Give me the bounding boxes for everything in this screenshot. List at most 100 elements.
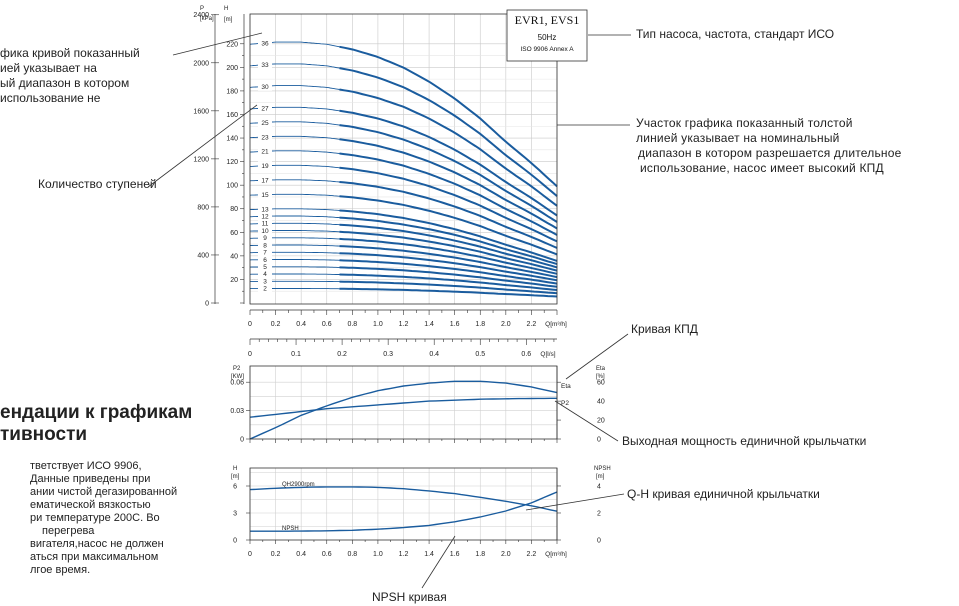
recommendations-line-1: тветствует ИСО 9906, <box>30 460 142 472</box>
qls-axis-tick-label: 0.1 <box>291 351 301 358</box>
stage-curve-thick <box>339 88 558 207</box>
callout-power <box>554 400 619 442</box>
p2-axis-unit: [KW] <box>231 374 244 380</box>
p-axis-tick-label: 2000 <box>193 60 209 67</box>
qls-axis-tick-label: 0.5 <box>475 351 485 358</box>
stage-label: 17 <box>261 178 269 185</box>
p-axis-unit: [kPa] <box>200 16 214 22</box>
stage-label-background <box>258 204 272 214</box>
stage-curve-thick <box>339 152 558 236</box>
qh-q-tick-label: 0 <box>248 551 252 558</box>
curve-annotation-line-2: ией указывает на <box>0 61 97 75</box>
stage-label: 7 <box>263 250 267 257</box>
q-axis-tick-label: 0.4 <box>296 321 306 328</box>
stage-curve-thick <box>339 237 558 275</box>
h-axis-tick-label: 180 <box>226 88 238 95</box>
stage-label: 11 <box>262 221 269 228</box>
qh-q-tick-label: 1.2 <box>399 551 409 558</box>
q-axis-tick-label: 0.6 <box>322 321 332 328</box>
stage-label: 30 <box>261 84 269 91</box>
p-axis-tick-label: 400 <box>197 252 209 259</box>
qh-q-axis-title: Q[m³/h] <box>545 551 567 558</box>
npsh-curve-label: NPSH <box>282 526 299 532</box>
p-axis-tick-label: 0 <box>205 301 209 308</box>
h-axis-tick-label: 100 <box>226 183 238 190</box>
p2-axis-tick-label: 0.06 <box>230 380 244 387</box>
p2-axis-tick-label: 0 <box>240 437 244 444</box>
qh-q-tick-label: 2.2 <box>527 551 537 558</box>
q-axis-tick-label: 1.2 <box>399 321 409 328</box>
stage-curve-thick <box>339 259 558 285</box>
stage-curve-thick <box>339 166 558 243</box>
npsh-axis-tick-label: 2 <box>597 510 601 517</box>
q-axis-tick-label: 1.6 <box>450 321 460 328</box>
efficiency-curve <box>249 380 558 440</box>
q-axis-tick-label: 0 <box>248 321 252 328</box>
npsh-annotation: NPSH кривая <box>372 590 447 604</box>
h-axis-tick-label: 80 <box>230 206 238 213</box>
q-axis-tick-label: 1.8 <box>475 321 485 328</box>
qls-axis-tick-label: 0.4 <box>429 351 439 358</box>
stage-label-background <box>258 81 272 91</box>
stage-label-background <box>258 247 272 257</box>
recommendations-line-2: Данные приведены при <box>30 473 151 485</box>
qh-q-tick-label: 0.6 <box>322 551 332 558</box>
stage-curve-thick <box>339 230 558 272</box>
qh-q-tick-label: 0.4 <box>296 551 306 558</box>
stage-label: 15 <box>261 192 269 199</box>
qh-q-tick-label: 1.0 <box>373 551 383 558</box>
stage-curve-thick <box>339 252 558 282</box>
h-axis-tick-label: 20 <box>230 277 238 284</box>
h-axis-tick-label: 60 <box>230 230 238 237</box>
p2-axis-title: P2 <box>233 366 241 372</box>
npsh-axis-tick-label: 0 <box>597 538 601 545</box>
stage-curve-thick <box>339 216 558 266</box>
p-axis-tick-label: 2400 <box>193 12 209 19</box>
pump-type-annotation: Тип насоса, частота, стандарт ИСО <box>636 27 835 41</box>
qh-h-axis-tick-label: 3 <box>233 511 237 518</box>
stage-label: 25 <box>261 120 269 127</box>
stage-label-background <box>258 218 272 228</box>
stage-label-background <box>258 146 272 156</box>
stage-label: 33 <box>261 62 269 69</box>
stage-curve-thick <box>339 266 558 288</box>
qls-axis-title: Q[l/s] <box>540 351 555 358</box>
stage-curve-thick <box>339 124 558 223</box>
h-axis-tick-label: 40 <box>230 253 238 260</box>
stage-curve-thick <box>339 287 558 298</box>
h-axis-tick-label: 160 <box>226 112 238 119</box>
stage-curve-thick <box>339 181 558 249</box>
stage-label: 3 <box>263 278 267 285</box>
q-axis-tick-label: 2.2 <box>527 321 537 328</box>
qh-h-axis-title: H <box>233 466 237 472</box>
stage-label-background <box>258 261 272 271</box>
qh-curve <box>249 486 558 512</box>
stage-curve-thick <box>339 45 558 188</box>
legend-box <box>506 9 588 62</box>
stage-label: 6 <box>263 257 267 264</box>
stage-label-background <box>258 211 272 221</box>
stage-label-background <box>258 240 272 250</box>
recommendations-line-8: аться при максимальном <box>30 551 159 563</box>
qls-axis-tick-label: 0.6 <box>521 351 531 358</box>
recommendations-line-3: ании чистой дегазированной <box>30 486 178 498</box>
h-axis-tick-label: 140 <box>226 136 238 143</box>
eta-axis-tick-label: 40 <box>597 399 605 406</box>
stage-curve-thick <box>339 223 558 269</box>
stage-label-background <box>258 103 272 113</box>
stage-curve-thick <box>339 280 558 295</box>
callout-lines <box>147 32 631 589</box>
stage-label: 19 <box>261 163 269 170</box>
stage-curve-thick <box>339 195 558 256</box>
eta-axis-tick-label: 60 <box>597 380 605 387</box>
stage-label: 9 <box>263 235 267 242</box>
stage-curve-thick <box>339 273 558 291</box>
qh-q-tick-label: 1.6 <box>450 551 460 558</box>
stage-label-background <box>258 276 272 286</box>
main-plot-frame <box>249 13 558 305</box>
curve-annotation-left: фика кривой показанный ией указывает на … <box>0 46 140 106</box>
p-axis-tick-label: 800 <box>197 204 209 211</box>
p2-axis-tick-label: 0.03 <box>230 408 244 415</box>
eta-axis-unit: [%] <box>596 374 605 380</box>
thick-line-annotation-2: линией указывает на номинальный <box>636 131 840 145</box>
